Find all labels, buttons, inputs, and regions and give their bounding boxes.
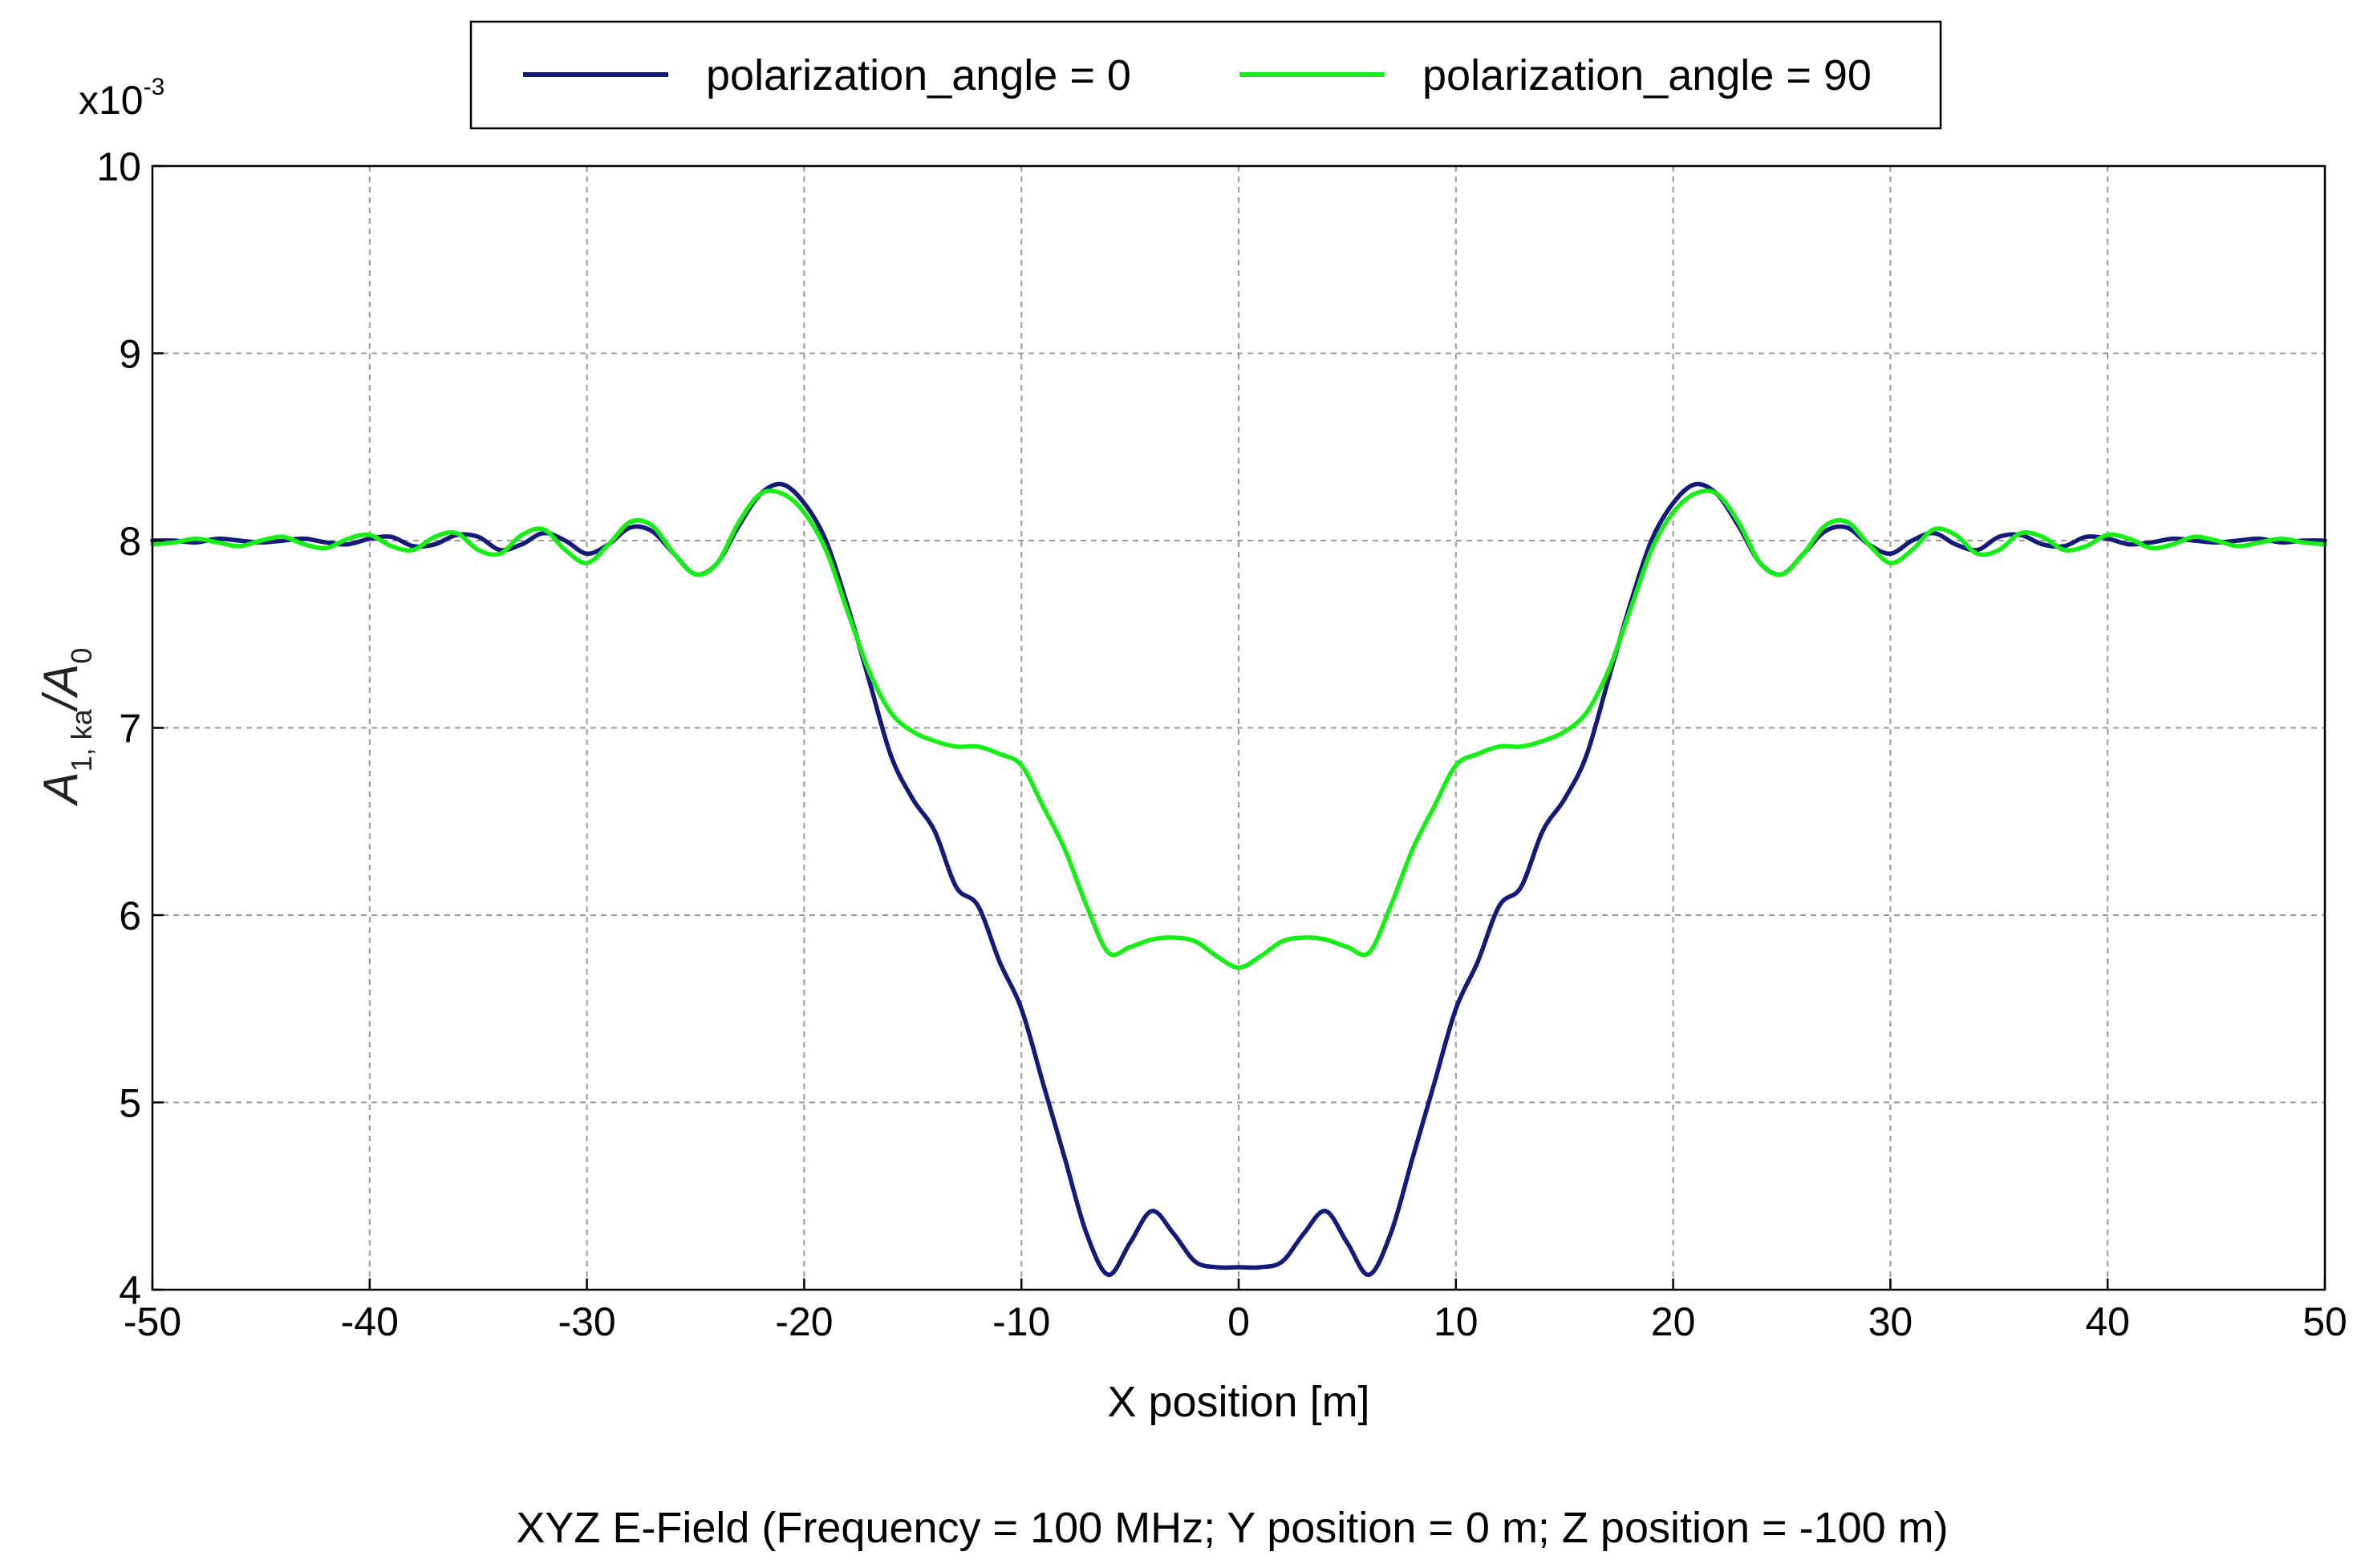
y-tick-label: 9	[119, 332, 141, 377]
x-tick-label: 10	[1434, 1299, 1479, 1344]
grid-lines	[152, 166, 2325, 1290]
x-tick-label: 40	[2085, 1299, 2130, 1344]
y-tick-label: 6	[119, 893, 141, 938]
x-tick-labels: -50 -40 -30 -20 -10 0 10 20 30 40 50	[124, 1299, 2347, 1344]
y-scale-factor: x10-3	[79, 74, 164, 123]
y-tick-label: 5	[119, 1081, 141, 1126]
legend: polarization_angle = 0 polarization_angl…	[469, 20, 1942, 130]
x-tick-label: 20	[1651, 1299, 1696, 1344]
series-layer	[150, 481, 2327, 1278]
x-tick-label: -50	[124, 1299, 181, 1344]
series-line-0	[150, 481, 2327, 1278]
x-tick-label: 0	[1227, 1299, 1250, 1344]
y-axis-label: A1, ka/A0	[34, 648, 98, 807]
x-axis-label: X position [m]	[1107, 1378, 1369, 1426]
tick-marks	[151, 164, 2326, 1291]
x-tick-label: -10	[992, 1299, 1050, 1344]
chart-caption: XYZ E-Field (Frequency = 100 MHz; Y posi…	[516, 1504, 1948, 1552]
x-tick-label: -20	[775, 1299, 833, 1344]
series-line-1	[150, 488, 2327, 970]
legend-label-series-0: polarization_angle = 0	[706, 51, 1131, 99]
y-tick-label: 8	[119, 519, 141, 564]
y-tick-label: 10	[96, 144, 141, 189]
x-tick-label: -40	[341, 1299, 399, 1344]
y-tick-label: 7	[119, 707, 141, 752]
x-tick-label: 30	[1868, 1299, 1913, 1344]
legend-label-series-1: polarization_angle = 90	[1422, 51, 1872, 99]
x-tick-label: -30	[558, 1299, 615, 1344]
x-tick-label: 50	[2302, 1299, 2347, 1344]
y-tick-labels: 4 5 6 7 8 9 10	[96, 144, 141, 1313]
legend-box	[469, 20, 1942, 130]
y-tick-label: 4	[119, 1268, 141, 1313]
